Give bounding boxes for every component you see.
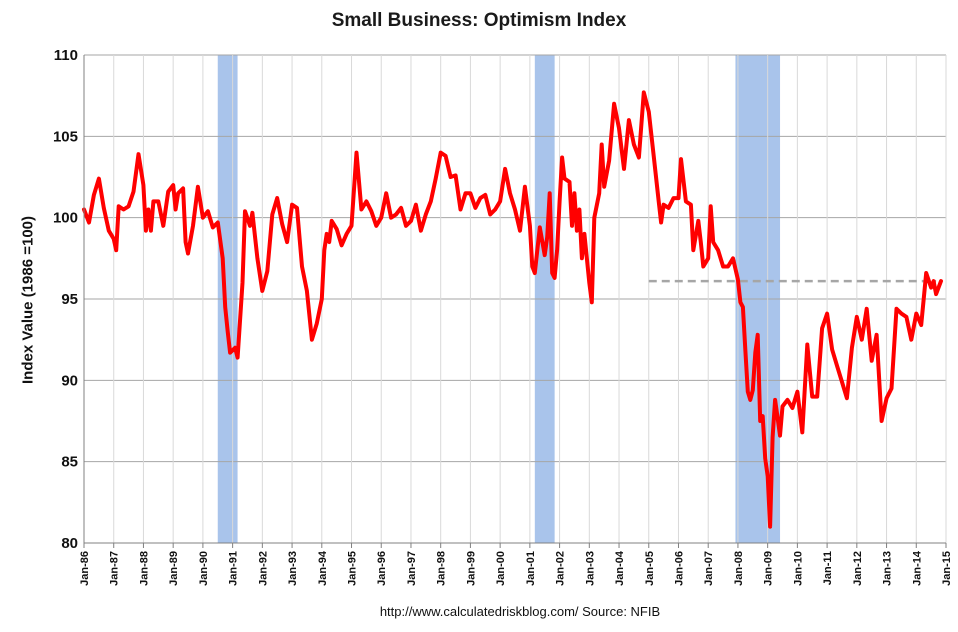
x-tick-label-Jan-88: Jan-88 xyxy=(138,551,150,586)
axes xyxy=(83,55,947,548)
x-tick-label-Jan-98: Jan-98 xyxy=(436,551,448,586)
x-tick-label-Jan-90: Jan-90 xyxy=(198,551,210,586)
x-tick-label-Jan-09: Jan-09 xyxy=(763,551,775,586)
series-group xyxy=(82,90,943,529)
x-tick-label-Jan-14: Jan-14 xyxy=(911,550,923,586)
series-line-1 xyxy=(82,90,943,529)
x-tick-label-Jan-94: Jan-94 xyxy=(317,550,329,586)
source-note: http://www.calculatedriskblog.com/ Sourc… xyxy=(379,604,661,619)
x-tick-label-Jan-04: Jan-04 xyxy=(614,550,626,586)
chart-title: Small Business: Optimism Index xyxy=(331,10,627,31)
y-tick-label-90: 90 xyxy=(61,372,78,389)
y-tick-label-105: 105 xyxy=(53,128,78,145)
x-tick-label-Jan-99: Jan-99 xyxy=(465,551,477,586)
y-tick-label-80: 80 xyxy=(61,535,78,552)
y-tick-label-100: 100 xyxy=(53,210,78,227)
x-tick-label-Jan-11: Jan-11 xyxy=(822,551,834,585)
x-tick-labels: Jan-86 Jan-87 Jan-88 Jan-89 Jan-90 Jan-91 Jan-… xyxy=(79,550,953,586)
x-tick-label-Jan-87: Jan-87 xyxy=(109,551,121,586)
x-tick-label-Jan-93: Jan-93 xyxy=(287,551,299,586)
x-tick-label-Jan-06: Jan-06 xyxy=(673,551,685,586)
x-tick-label-Jan-05: Jan-05 xyxy=(644,551,656,586)
x-tick-label-Jan-86: Jan-86 xyxy=(79,551,91,586)
y-tick-label-95: 95 xyxy=(61,291,78,308)
x-tick-label-Jan-92: Jan-92 xyxy=(257,551,269,586)
x-tick-label-Jan-91: Jan-91 xyxy=(228,551,240,586)
x-tick-label-Jan-89: Jan-89 xyxy=(168,551,180,586)
y-tick-labels: 80 85 90 95 100 105 110 xyxy=(53,47,78,552)
x-tick-label-Jan-95: Jan-95 xyxy=(347,551,359,586)
x-tick-label-Jan-00: Jan-00 xyxy=(495,551,507,586)
x-tick-label-Jan-03: Jan-03 xyxy=(584,551,596,586)
x-tick-label-Jan-07: Jan-07 xyxy=(703,551,715,586)
x-tick-label-Jan-12: Jan-12 xyxy=(852,551,864,586)
gridlines xyxy=(83,54,947,544)
x-tick-label-Jan-08: Jan-08 xyxy=(733,551,745,586)
x-tick-label-Jan-02: Jan-02 xyxy=(555,551,567,586)
x-tick-label-Jan-15: Jan-15 xyxy=(941,551,953,586)
x-tick-label-Jan-10: Jan-10 xyxy=(792,551,804,586)
x-tick-label-Jan-96: Jan-96 xyxy=(376,551,388,586)
x-tick-label-Jan-01: Jan-01 xyxy=(525,551,537,586)
y-tick-label-85: 85 xyxy=(61,454,78,471)
x-tick-label-Jan-13: Jan-13 xyxy=(882,551,894,586)
x-tick-label-Jan-97: Jan-97 xyxy=(406,551,418,586)
y-tick-label-110: 110 xyxy=(54,47,78,64)
